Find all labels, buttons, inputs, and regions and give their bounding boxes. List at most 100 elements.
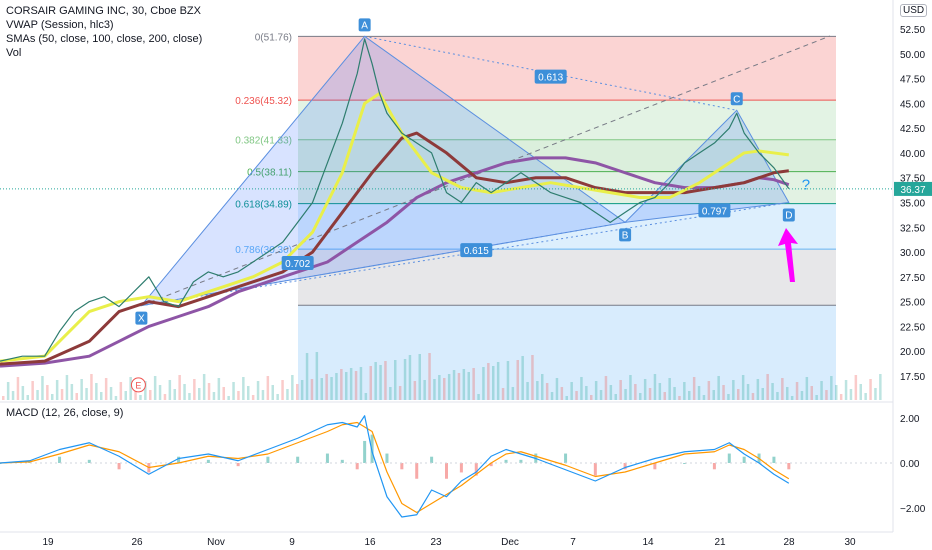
y-tick-label: 30.00 — [900, 248, 925, 259]
vwap-legend[interactable]: VWAP (Session, hlc3) — [6, 19, 114, 31]
ratio-label: 0.615 — [464, 246, 489, 257]
smas-legend[interactable]: SMAs (50, close, 100, close, 200, close) — [6, 33, 203, 45]
vol-legend[interactable]: Vol — [6, 47, 22, 59]
y-tick-label: 40.00 — [900, 149, 925, 160]
macd-histogram-bar — [340, 459, 344, 463]
volume-bar — [447, 374, 451, 400]
volume-bar — [859, 384, 862, 400]
y-tick-label: 17.50 — [900, 372, 925, 383]
volume-bar — [168, 380, 172, 400]
volume-bar — [16, 377, 20, 400]
volume-bar — [222, 387, 225, 400]
y-tick-label: 37.50 — [900, 174, 925, 185]
volume-bar — [531, 355, 534, 400]
sma200-line — [0, 156, 790, 368]
pattern-ac-line — [364, 35, 737, 111]
volume-bar — [810, 386, 813, 400]
x-tick-label: 19 — [42, 537, 54, 548]
volume-bar — [212, 392, 216, 400]
volume-bar — [300, 380, 304, 400]
volume-bar — [555, 378, 559, 400]
fib-band — [298, 203, 836, 250]
volume-bar — [266, 376, 270, 400]
macd-histogram-bar — [325, 453, 329, 463]
volume-bar — [31, 381, 34, 400]
pattern-point-label: X — [138, 314, 145, 325]
volume-bar — [781, 378, 784, 400]
volume-bar — [374, 362, 377, 400]
volume-bar — [153, 376, 157, 400]
y-tick-label: 25.00 — [900, 298, 925, 309]
macd-histogram-bar — [653, 463, 657, 470]
macd-histogram-bar — [430, 456, 434, 463]
volume-bar — [619, 380, 622, 400]
volume-bar — [193, 379, 196, 400]
volume-bar — [835, 385, 838, 400]
pattern-point-label: B — [622, 230, 629, 241]
fib-level-label: 0(51.76) — [255, 32, 292, 43]
volume-bar — [433, 379, 436, 400]
pattern-point-badge — [782, 208, 795, 222]
volume-bar — [178, 375, 181, 400]
ratio-badge — [460, 243, 493, 258]
currency-badge[interactable]: USD — [900, 4, 928, 17]
volume-bar — [109, 387, 113, 400]
volume-bar — [668, 378, 671, 400]
y-tick-label: 42.50 — [900, 124, 925, 135]
fib-level-label: 0.382(41.33) — [235, 136, 292, 147]
volume-bar — [158, 385, 162, 400]
volume-bar — [271, 385, 274, 400]
sma100-line — [0, 131, 790, 366]
volume-bar — [452, 370, 456, 400]
x-tick-label: 28 — [783, 537, 795, 548]
volume-bar — [36, 390, 39, 400]
volume-bar — [85, 388, 88, 400]
volume-bar — [403, 359, 407, 400]
volume-bar — [722, 385, 725, 400]
y-tick-label: 22.50 — [900, 322, 925, 333]
volume-bar — [609, 385, 613, 400]
last-price-label: 36.37 — [900, 185, 925, 196]
volume-bar — [428, 353, 431, 400]
volume-bar — [639, 393, 642, 400]
y-tick-label: 47.50 — [900, 75, 925, 86]
fib-level-label: 0.236(45.32) — [235, 96, 292, 107]
ratio-badge — [698, 203, 731, 218]
volume-bar — [227, 396, 230, 400]
volume-bar — [286, 389, 289, 400]
volume-bar — [634, 384, 637, 400]
macd-histogram-bar — [415, 463, 419, 479]
pattern-point-label: C — [733, 94, 740, 105]
volume-bar — [398, 386, 402, 400]
volume-bar — [815, 395, 818, 400]
volume-bar — [443, 378, 446, 400]
price-line — [0, 38, 790, 362]
volume-bar — [296, 384, 299, 400]
volume-bar — [825, 390, 828, 400]
macd-histogram-bar — [400, 463, 404, 470]
y-tick-label: 27.50 — [900, 273, 925, 284]
volume-bar — [594, 381, 598, 400]
volume-bar — [80, 379, 83, 400]
volume-bar — [746, 384, 750, 400]
volume-bar — [217, 378, 221, 400]
macd-histogram-bar — [459, 463, 463, 473]
volume-bar — [697, 386, 701, 400]
volume-bar — [369, 366, 372, 400]
macd-histogram-bar — [593, 463, 597, 476]
macd-legend[interactable]: MACD (12, 26, close, 9) — [6, 407, 124, 419]
volume-bar — [741, 375, 745, 400]
volume-bar — [462, 369, 466, 400]
volume-bar — [648, 388, 652, 400]
volume-bar — [830, 376, 833, 400]
macd-histogram-bar — [519, 459, 523, 463]
volume-bar — [163, 394, 167, 400]
macd-histogram-bar — [177, 456, 181, 463]
pattern-point-label: A — [361, 20, 368, 31]
volume-bar — [119, 382, 123, 400]
volume-bar — [849, 389, 853, 400]
volume-bar — [536, 381, 539, 400]
volume-bar — [46, 385, 49, 400]
volume-bar — [487, 363, 490, 400]
